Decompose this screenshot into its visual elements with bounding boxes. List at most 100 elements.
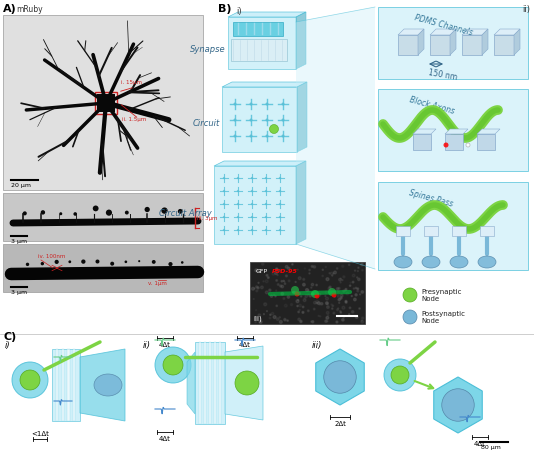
Circle shape — [73, 213, 77, 216]
Circle shape — [303, 284, 305, 286]
Circle shape — [338, 299, 340, 301]
Circle shape — [276, 269, 278, 271]
Circle shape — [303, 299, 306, 302]
Circle shape — [334, 296, 335, 298]
Ellipse shape — [478, 257, 496, 268]
Polygon shape — [462, 30, 488, 36]
Circle shape — [311, 284, 313, 286]
Circle shape — [309, 273, 310, 274]
Text: iii): iii) — [253, 315, 262, 321]
Circle shape — [265, 280, 268, 283]
Polygon shape — [378, 90, 528, 172]
Circle shape — [311, 266, 313, 268]
Text: 3 μm: 3 μm — [11, 239, 27, 244]
Circle shape — [263, 281, 264, 282]
Circle shape — [351, 296, 352, 297]
Circle shape — [466, 144, 470, 147]
Polygon shape — [450, 30, 456, 56]
Circle shape — [326, 302, 328, 305]
Circle shape — [320, 316, 321, 317]
Bar — [480, 226, 494, 236]
Circle shape — [349, 285, 351, 287]
Circle shape — [297, 300, 299, 301]
Circle shape — [223, 190, 225, 193]
Circle shape — [254, 288, 255, 289]
Circle shape — [252, 288, 254, 290]
Circle shape — [384, 359, 416, 391]
Circle shape — [288, 281, 290, 282]
Circle shape — [312, 321, 314, 323]
Circle shape — [346, 293, 349, 295]
Bar — [67, 349, 69, 421]
Circle shape — [340, 311, 341, 312]
Circle shape — [391, 366, 409, 384]
Circle shape — [265, 291, 268, 294]
Circle shape — [316, 285, 317, 286]
Polygon shape — [80, 349, 125, 421]
Polygon shape — [228, 13, 306, 18]
Circle shape — [442, 389, 474, 421]
Circle shape — [345, 289, 347, 290]
Circle shape — [277, 318, 279, 321]
Circle shape — [302, 307, 304, 308]
Text: 4Δt: 4Δt — [474, 440, 486, 446]
Polygon shape — [222, 88, 297, 152]
Polygon shape — [434, 377, 482, 433]
Circle shape — [265, 203, 267, 206]
Circle shape — [161, 208, 168, 214]
Text: Presynaptic
Node: Presynaptic Node — [421, 289, 461, 302]
Circle shape — [284, 283, 286, 285]
Circle shape — [265, 103, 269, 106]
Text: Spines Pass: Spines Pass — [408, 188, 454, 208]
Circle shape — [287, 296, 289, 299]
Circle shape — [326, 298, 328, 300]
Ellipse shape — [422, 257, 440, 268]
Circle shape — [316, 303, 317, 304]
Circle shape — [299, 277, 301, 280]
Bar — [413, 135, 431, 151]
Circle shape — [138, 261, 140, 262]
Circle shape — [327, 315, 328, 317]
Circle shape — [311, 287, 312, 289]
Circle shape — [295, 282, 296, 283]
Circle shape — [279, 216, 281, 219]
Circle shape — [279, 190, 281, 193]
Circle shape — [320, 303, 323, 305]
Bar — [3, 244, 203, 292]
Bar — [3, 193, 203, 241]
Circle shape — [336, 268, 338, 270]
Circle shape — [255, 269, 258, 272]
Circle shape — [325, 320, 327, 322]
Circle shape — [181, 262, 184, 264]
Circle shape — [325, 267, 326, 268]
Circle shape — [276, 305, 278, 307]
Circle shape — [223, 177, 225, 180]
Circle shape — [298, 312, 300, 313]
Circle shape — [41, 262, 44, 266]
Circle shape — [362, 317, 364, 319]
Circle shape — [315, 294, 319, 299]
Circle shape — [279, 177, 281, 180]
Circle shape — [340, 282, 341, 283]
Bar — [199, 342, 201, 424]
Circle shape — [272, 273, 275, 276]
Circle shape — [277, 270, 279, 272]
Text: GFP: GFP — [256, 268, 268, 273]
Circle shape — [342, 307, 345, 309]
Bar — [396, 226, 410, 236]
Circle shape — [305, 289, 309, 292]
Circle shape — [336, 288, 339, 290]
Text: ii): ii) — [522, 5, 530, 14]
Circle shape — [285, 266, 288, 269]
Circle shape — [329, 286, 331, 289]
Circle shape — [352, 275, 355, 277]
Circle shape — [444, 143, 449, 148]
Circle shape — [333, 313, 335, 314]
Circle shape — [313, 302, 316, 304]
Circle shape — [281, 285, 284, 288]
Circle shape — [259, 321, 262, 324]
Text: 3 μm: 3 μm — [11, 290, 27, 295]
Circle shape — [313, 308, 315, 310]
Circle shape — [337, 295, 339, 298]
Circle shape — [59, 213, 62, 216]
